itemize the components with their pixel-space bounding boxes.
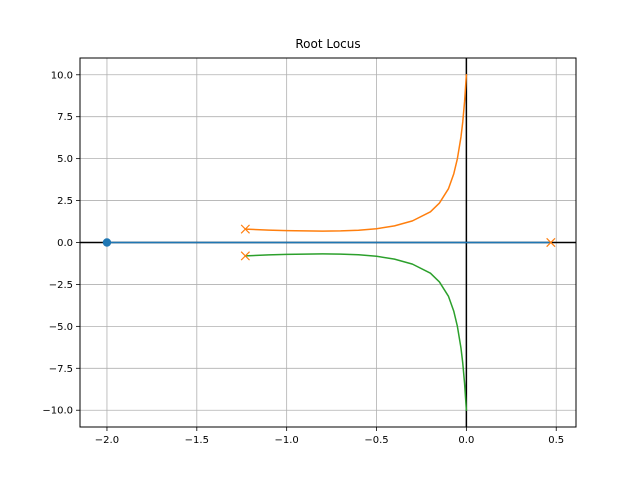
pole-marker <box>240 224 250 234</box>
y-tick-label: 0.0 <box>57 238 73 249</box>
pole-stroke <box>240 251 250 261</box>
y-tick-label: −7.5 <box>49 364 73 375</box>
x-tick-label: −1.0 <box>275 435 299 446</box>
y-tick-label: 5.0 <box>57 154 73 165</box>
y-axis-ticks: −10.0 −7.5 −5.0 −2.5 0.0 2.5 5.0 7.5 10.0 <box>42 70 80 417</box>
x-tick-label: −1.5 <box>185 435 209 446</box>
y-tick-label: −5.0 <box>49 322 73 333</box>
x-tick-label: −2.0 <box>95 435 119 446</box>
chart-title: Root Locus <box>295 37 360 51</box>
zero-marker <box>102 238 112 247</box>
locus-branch-3 <box>244 253 468 411</box>
pole-marker <box>546 237 556 248</box>
locus-branch-2 <box>244 74 468 232</box>
series-lines <box>106 74 552 411</box>
y-tick-label: −10.0 <box>42 406 73 417</box>
y-tick-label: 2.5 <box>57 196 73 207</box>
x-axis-ticks: −2.0 −1.5 −1.0 −0.5 0.0 0.5 <box>95 427 564 446</box>
y-tick-label: 7.5 <box>57 112 73 123</box>
x-tick-label: 0.0 <box>458 435 474 446</box>
y-tick-label: −2.5 <box>49 280 73 291</box>
x-tick-label: −0.5 <box>364 435 388 446</box>
pole-stroke <box>240 224 250 234</box>
y-tick-label: 10.0 <box>51 70 73 81</box>
pole-marker <box>240 251 250 261</box>
markers <box>102 224 556 261</box>
pole-stroke <box>546 237 556 248</box>
x-tick-label: 0.5 <box>548 435 564 446</box>
